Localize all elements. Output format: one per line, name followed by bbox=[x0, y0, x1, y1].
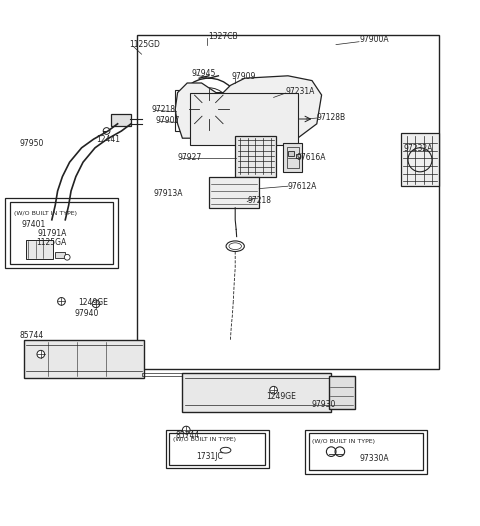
Bar bbox=[169, 433, 265, 464]
Circle shape bbox=[64, 255, 70, 260]
Circle shape bbox=[182, 426, 190, 434]
Text: 1125GD: 1125GD bbox=[130, 40, 160, 49]
Text: 97900A: 97900A bbox=[360, 35, 390, 44]
Bar bbox=[111, 114, 131, 126]
Bar bbox=[182, 373, 331, 412]
Text: 1327CB: 1327CB bbox=[208, 32, 238, 41]
Bar bbox=[235, 136, 276, 177]
Bar bbox=[26, 240, 53, 259]
Circle shape bbox=[270, 387, 277, 394]
Text: (W/O BUILT IN TYPE): (W/O BUILT IN TYPE) bbox=[173, 437, 236, 442]
Bar bbox=[209, 177, 259, 208]
Bar bbox=[175, 90, 202, 131]
Bar bbox=[309, 433, 423, 470]
Text: 85744: 85744 bbox=[175, 431, 200, 440]
Bar bbox=[24, 340, 144, 378]
Circle shape bbox=[103, 128, 110, 134]
Text: 97128B: 97128B bbox=[317, 113, 346, 122]
Circle shape bbox=[37, 350, 45, 358]
Bar bbox=[288, 150, 294, 156]
Bar bbox=[10, 201, 113, 264]
Bar bbox=[166, 430, 269, 468]
Text: 1249GE: 1249GE bbox=[78, 298, 108, 307]
Text: 97218: 97218 bbox=[151, 105, 175, 114]
Text: 97231A: 97231A bbox=[286, 87, 315, 96]
Text: (W/O BUILT IN TYPE): (W/O BUILT IN TYPE) bbox=[312, 439, 375, 444]
Text: 97330A: 97330A bbox=[360, 454, 390, 463]
Text: 97940: 97940 bbox=[74, 309, 99, 318]
Text: 97945: 97945 bbox=[192, 69, 216, 78]
Text: 1731JC: 1731JC bbox=[196, 452, 223, 461]
Text: 85744: 85744 bbox=[19, 331, 44, 340]
Bar bbox=[329, 376, 355, 409]
Text: (W/O BUILT IN TYPE): (W/O BUILT IN TYPE) bbox=[14, 211, 77, 216]
Text: 97612A: 97612A bbox=[288, 181, 317, 191]
Text: 1125GA: 1125GA bbox=[36, 238, 66, 247]
Bar bbox=[5, 198, 118, 268]
Circle shape bbox=[58, 298, 65, 305]
Bar bbox=[137, 35, 439, 369]
Bar bbox=[296, 154, 300, 158]
PathPatch shape bbox=[175, 76, 322, 138]
Bar bbox=[283, 143, 302, 172]
Text: 97401: 97401 bbox=[22, 220, 46, 229]
Bar bbox=[401, 134, 439, 186]
Text: 12441: 12441 bbox=[96, 135, 120, 144]
Text: 97909: 97909 bbox=[231, 72, 256, 81]
Text: 97927: 97927 bbox=[178, 153, 202, 162]
Bar bbox=[142, 373, 182, 376]
Text: 91791A: 91791A bbox=[37, 229, 67, 238]
Text: 97913A: 97913A bbox=[154, 189, 183, 198]
Bar bbox=[287, 147, 299, 168]
Text: 97218: 97218 bbox=[247, 196, 271, 205]
Circle shape bbox=[92, 300, 100, 308]
Bar bbox=[190, 93, 298, 145]
Bar bbox=[55, 252, 65, 258]
Text: 1249GE: 1249GE bbox=[266, 392, 296, 401]
Text: 97930: 97930 bbox=[312, 400, 336, 409]
Text: 97950: 97950 bbox=[19, 138, 44, 147]
Bar bbox=[305, 430, 427, 474]
Text: 97907: 97907 bbox=[156, 116, 180, 125]
Text: 97616A: 97616A bbox=[297, 153, 326, 162]
Text: 97232A: 97232A bbox=[403, 144, 432, 153]
